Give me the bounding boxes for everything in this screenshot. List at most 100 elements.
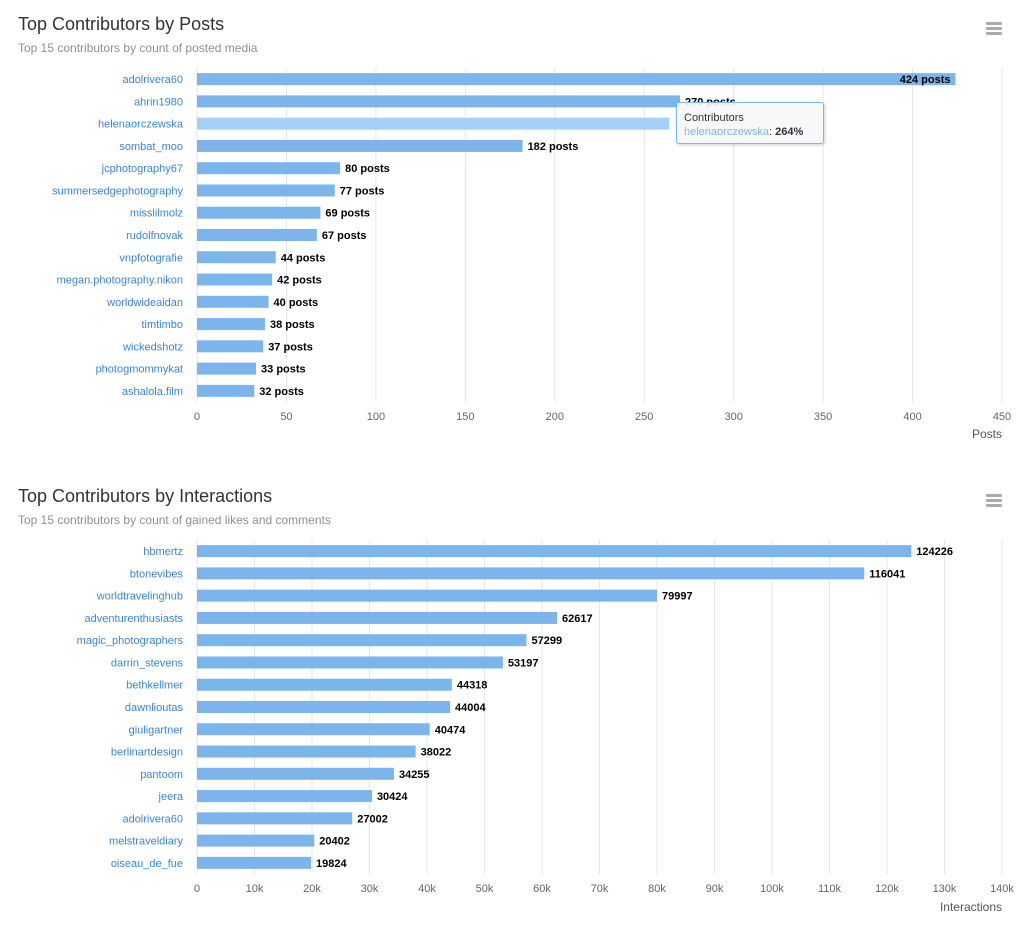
interactions-bar[interactable] [197,656,503,669]
posts-chart: 0 50 100 150 200 250 300 350 400 450 Posts adolrive… [0,0,1024,460]
interactions-bar[interactable] [197,812,353,825]
interactions-data-label: 62617 [562,613,593,625]
interactions-bar[interactable] [197,545,912,558]
posts-category-label[interactable]: sombat_moo [119,141,183,153]
interactions-chart-menu-icon[interactable] [986,494,1002,508]
posts-chart-menu-icon[interactable] [986,22,1002,36]
posts-bar[interactable] [197,95,680,108]
interactions-bar[interactable] [197,567,865,580]
posts-bar[interactable] [197,295,269,308]
interactions-bar[interactable] [197,611,558,624]
interactions-bar[interactable] [197,701,451,713]
interactions-category-label[interactable]: bethkellmer [126,680,183,692]
interactions-category-label[interactable]: melstraveldiary [109,836,183,848]
interactions-category-label[interactable]: jeera [158,791,184,803]
interactions-category-label[interactable]: darrin_stevens [111,657,184,669]
posts-bar[interactable] [197,251,276,264]
posts-category-label[interactable]: photogmommykat [96,364,183,376]
posts-bar[interactable] [197,229,317,241]
posts-tick-label: 350 [814,411,832,423]
posts-bar[interactable] [197,73,956,86]
interactions-bar[interactable] [197,589,657,602]
interactions-bar[interactable] [197,767,394,780]
interactions-bar[interactable] [197,834,315,847]
interactions-bar[interactable] [197,745,416,758]
posts-category-label[interactable]: ahrin1980 [134,96,183,108]
interactions-category-label[interactable]: oiseau_de_fue [111,858,183,870]
interactions-tick-label: 140k [990,883,1014,895]
posts-data-label: 67 posts [322,230,367,242]
interactions-tick-label: 30k [361,883,379,895]
posts-category-label[interactable]: wickedshotz [122,341,183,353]
posts-tick-label: 250 [635,411,653,423]
interactions-bar[interactable] [197,678,452,691]
posts-category-label[interactable]: ashalola.film [122,386,183,398]
interactions-category-label[interactable]: worldtravelinghub [96,591,183,603]
posts-tick-label: 450 [993,411,1011,423]
posts-bar[interactable] [197,384,255,397]
interactions-bar[interactable] [197,723,430,736]
posts-category-label[interactable]: timtimbo [141,319,183,331]
posts-bar[interactable] [197,362,257,375]
posts-tick-label: 150 [456,411,474,423]
posts-bar[interactable] [197,139,523,152]
interactions-bar[interactable] [197,790,372,803]
interactions-category-label[interactable]: btonevibes [130,568,184,580]
posts-tick-label: 50 [280,411,292,423]
posts-data-label: 40 posts [274,297,319,309]
posts-axis-title: Posts [972,427,1002,441]
posts-category-label[interactable]: adolrivera60 [122,74,183,86]
posts-category-label[interactable]: vnpfotografie [119,252,183,264]
posts-bar[interactable] [197,340,264,353]
interactions-data-label: 57299 [531,635,562,647]
posts-data-label: 42 posts [277,275,322,287]
posts-bar[interactable] [197,273,273,286]
posts-data-label: 80 posts [345,163,390,175]
posts-data-label: 77 posts [340,185,385,197]
posts-category-label[interactable]: helenaorczewska [98,119,184,131]
interactions-data-label: 30424 [377,791,408,803]
posts-category-label[interactable]: jcphotography67 [101,163,183,175]
interactions-data-label: 116041 [869,568,905,580]
interactions-bar[interactable] [197,856,311,869]
tooltip-series-name: helenaorczewska [684,126,769,138]
interactions-bar[interactable] [197,634,527,647]
posts-bar[interactable] [197,162,341,175]
interactions-data-label: 38022 [421,747,452,759]
interactions-data-label: 44004 [455,702,486,714]
posts-bar[interactable] [197,206,321,219]
posts-bar[interactable] [197,184,335,197]
interactions-tick-label: 0 [194,883,200,895]
posts-category-label[interactable]: megan.photography.nikon [57,275,183,287]
interactions-chart-subtitle: Top 15 contributors by count of gained l… [18,513,331,527]
interactions-tick-label: 80k [648,883,666,895]
posts-tick-label: 100 [367,411,385,423]
posts-category-label[interactable]: rudolfnovak [126,230,183,242]
posts-data-label: 69 posts [325,208,370,220]
interactions-category-label[interactable]: adolrivera60 [122,813,183,825]
interactions-category-label[interactable]: pantoom [140,769,183,781]
interactions-category-label[interactable]: berlinartdesign [111,747,183,759]
posts-category-label[interactable]: misslilmolz [130,208,183,220]
chart-tooltip: Contributors helenaorczewska: 264% [676,102,824,144]
interactions-category-label[interactable]: adventurenthusiasts [85,613,184,625]
interactions-category-label[interactable]: giuligartner [129,724,184,736]
interactions-tick-label: 70k [591,883,609,895]
interactions-data-label: 79997 [662,591,693,603]
interactions-tick-label: 10k [246,883,264,895]
posts-chart-plot: 0 50 100 150 200 250 300 350 400 450 Posts adolrive… [52,68,1011,441]
posts-bar[interactable] [197,318,265,331]
interactions-data-label: 40474 [435,724,466,736]
interactions-tick-label: 50k [476,883,494,895]
interactions-category-label[interactable]: magic_photographers [77,635,184,647]
posts-category-label[interactable]: summersedgephotography [52,185,183,197]
posts-category-label[interactable]: worldwideaidan [106,297,183,309]
interactions-category-label[interactable]: hbmertz [143,546,183,558]
interactions-chart: 0 10k 20k 30k 40k 50k 60k 70k 80k 90k 100k 110k 120k… [0,472,1024,931]
interactions-data-label: 53197 [508,657,539,669]
interactions-data-label: 124226 [916,546,953,558]
interactions-tick-label: 110k [818,883,842,895]
posts-tick-label: 0 [194,411,200,423]
posts-bar[interactable] [197,117,670,130]
interactions-category-label[interactable]: dawnlioutas [125,702,184,714]
